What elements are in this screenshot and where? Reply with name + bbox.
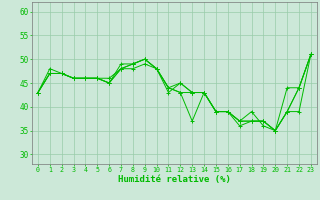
X-axis label: Humidité relative (%): Humidité relative (%) — [118, 175, 231, 184]
